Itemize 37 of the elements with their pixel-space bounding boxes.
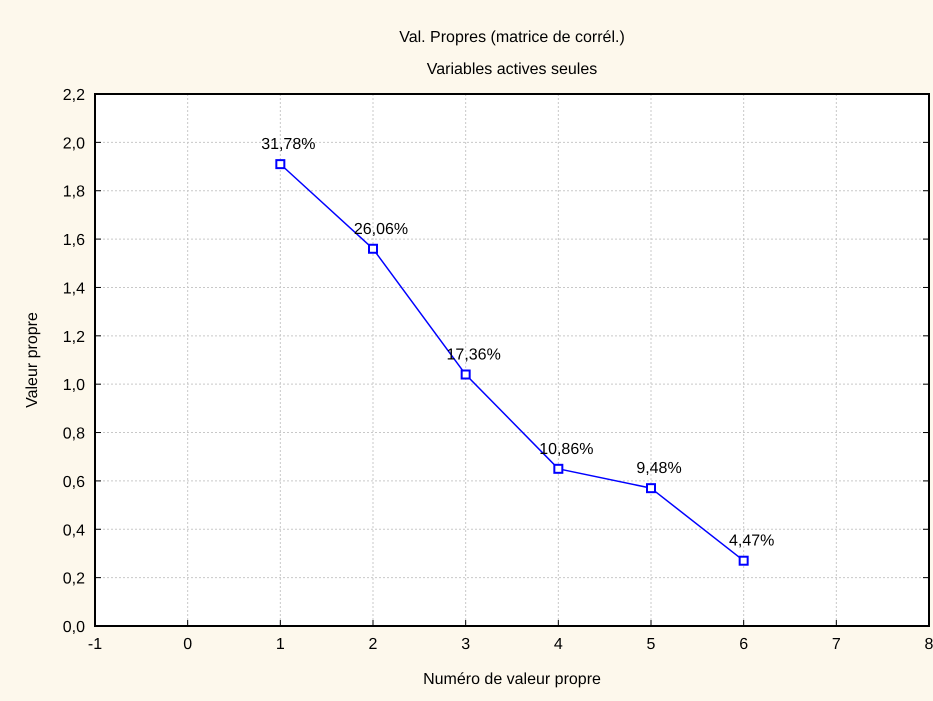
y-tick-label: 1,0 [62, 377, 86, 394]
annotation: 26,06% [354, 220, 408, 238]
x-tick-label: 2 [368, 636, 378, 653]
annotation: 10,86% [539, 440, 594, 458]
point [275, 159, 286, 170]
x-tick-label: 7 [832, 636, 841, 653]
chart-title: Val. Propres (matrice de corrél.) [399, 29, 625, 46]
point [646, 483, 656, 494]
annotation: 4,47% [728, 532, 774, 550]
point [368, 244, 378, 254]
y-tick-label: 1,2 [62, 328, 86, 346]
y-tick-label: 1,6 [62, 232, 86, 250]
y-tick-label: 0,6 [62, 474, 86, 491]
x-tick-label: 4 [554, 636, 563, 653]
y-tick-label: 2,0 [62, 135, 86, 152]
y-tick-label: 0,2 [62, 570, 86, 588]
point [738, 556, 749, 566]
y-tick-label: 0,0 [62, 619, 86, 636]
x-axis-title: Numéro de valeur propre [423, 671, 602, 688]
annotation: 31,78% [261, 136, 316, 154]
y-tick-label: 1,8 [62, 184, 86, 201]
annotation: 9,48% [636, 460, 682, 478]
y-axis-title: Valeur propre [24, 312, 41, 408]
point [553, 464, 564, 474]
y-tick-label: 2,2 [62, 87, 86, 104]
point [460, 370, 471, 380]
chart-subtitle: Variables actives seules [426, 61, 598, 78]
x-tick-label: 6 [739, 636, 748, 653]
x-tick-label: 5 [646, 636, 656, 653]
x-tick-label: -1 [88, 636, 102, 653]
y-tick-label: 0,8 [62, 426, 86, 443]
x-tick-label: 0 [183, 636, 192, 653]
y-tick-label: 1,4 [62, 280, 86, 298]
y-tick-label: 0,4 [62, 522, 86, 540]
x-tick-label: 8 [924, 636, 933, 653]
x-tick-label: 3 [461, 636, 470, 653]
x-tick-label: 1 [276, 636, 285, 653]
